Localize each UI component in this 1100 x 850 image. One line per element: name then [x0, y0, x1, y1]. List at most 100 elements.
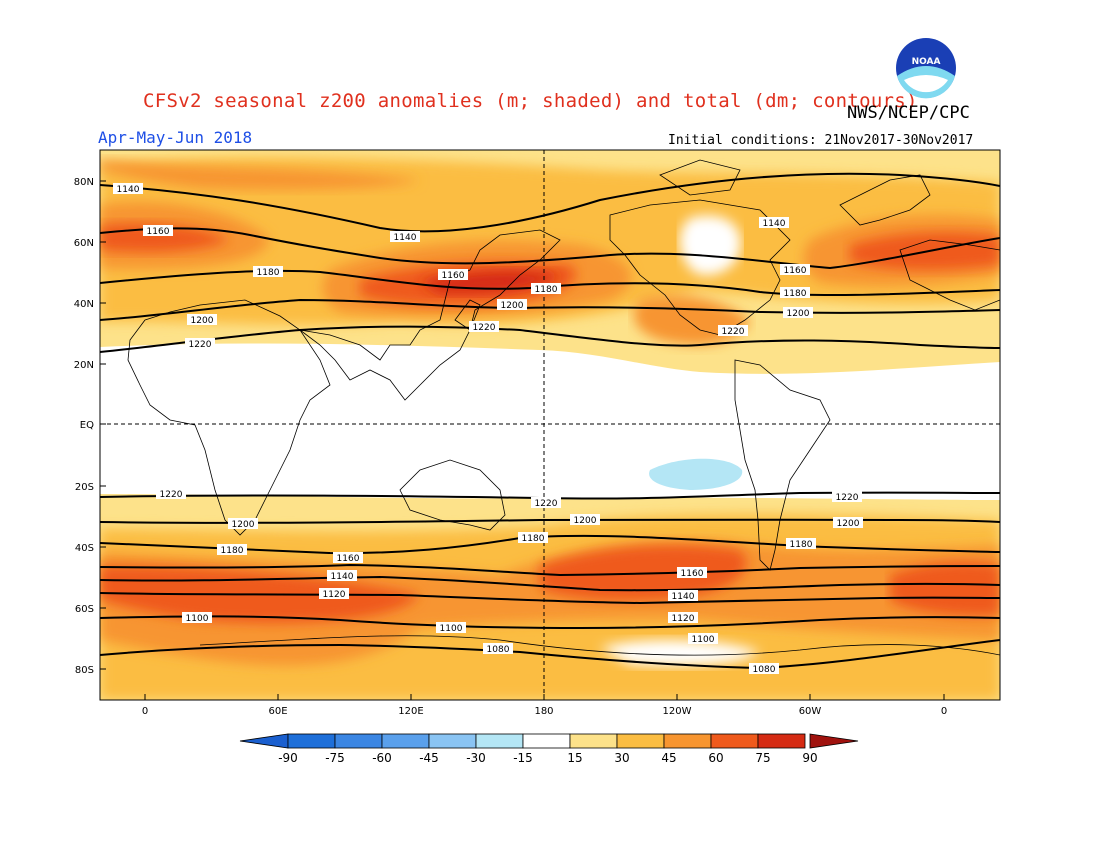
colorbar-box	[522, 733, 571, 749]
colorbar-box	[569, 733, 618, 749]
contour-label: 1140	[390, 231, 420, 243]
lon-label: 120W	[663, 706, 692, 717]
svg-text:1180: 1180	[784, 289, 807, 299]
svg-text:1160: 1160	[681, 569, 704, 579]
svg-text:1080: 1080	[487, 645, 510, 655]
svg-text:1180: 1180	[522, 534, 545, 544]
colorbar-label: -90	[278, 751, 298, 765]
svg-text:1140: 1140	[672, 592, 695, 602]
svg-text:1140: 1140	[331, 572, 354, 582]
contour-label: 1220	[185, 338, 215, 350]
anomaly-colorbar: -90 -75 -60 -45 -30 -15 15 30 45 60 75 9…	[239, 733, 859, 765]
noaa-logo-icon: NOAA	[896, 38, 956, 99]
contour-label: 1080	[483, 643, 513, 655]
svg-text:1100: 1100	[186, 614, 209, 624]
svg-text:1180: 1180	[535, 285, 558, 295]
colorbar-label: -30	[466, 751, 486, 765]
contour-label: 1140	[668, 590, 698, 602]
anomaly-shading	[100, 157, 1000, 700]
contour-label: 1200	[783, 307, 813, 319]
lat-label: 80S	[75, 665, 94, 676]
lon-label: 0	[941, 706, 947, 717]
contour-label: 1120	[319, 588, 349, 600]
colorbar-label: 90	[802, 751, 817, 765]
lon-label: 180	[534, 706, 553, 717]
colorbar-box	[287, 733, 336, 749]
svg-text:1140: 1140	[763, 219, 786, 229]
contour-label: 1100	[182, 612, 212, 624]
contour-label: 1180	[786, 538, 816, 550]
contour-label: 1220	[531, 497, 561, 509]
svg-text:1160: 1160	[784, 266, 807, 276]
lon-label: 0	[142, 706, 148, 717]
svg-text:1200: 1200	[574, 516, 597, 526]
contour-label: 1140	[759, 217, 789, 229]
svg-text:1180: 1180	[790, 540, 813, 550]
svg-text:1140: 1140	[394, 233, 417, 243]
contour-label: 1220	[718, 325, 748, 337]
lat-label: EQ	[80, 420, 94, 431]
lat-label: 40S	[75, 543, 94, 554]
contour-label: 1180	[531, 283, 561, 295]
anomaly-neutral-band	[100, 343, 1000, 500]
contour-label: 1160	[677, 567, 707, 579]
contour-label: 1160	[780, 264, 810, 276]
colorbar-label: -75	[325, 751, 345, 765]
contour-label: 1180	[780, 287, 810, 299]
svg-text:NOAA: NOAA	[912, 57, 941, 67]
svg-text:1200: 1200	[837, 519, 860, 529]
contour-label: 1200	[228, 518, 258, 530]
contour-label: 1220	[832, 491, 862, 503]
svg-text:1180: 1180	[221, 546, 244, 556]
svg-text:1160: 1160	[147, 227, 170, 237]
contour-label: 1220	[156, 488, 186, 500]
svg-text:1200: 1200	[787, 309, 810, 319]
lat-label: 40N	[74, 299, 94, 310]
svg-text:1220: 1220	[535, 499, 558, 509]
colorbar-label: 45	[661, 751, 676, 765]
colorbar-box	[757, 733, 806, 749]
latitude-axis: 80N 60N 40N 20N EQ 20S 40S 60S 80S	[74, 177, 106, 676]
svg-text:1200: 1200	[191, 316, 214, 326]
lat-label: 20S	[75, 482, 94, 493]
svg-text:1140: 1140	[117, 185, 140, 195]
contour-label: 1180	[518, 532, 548, 544]
colorbar-box	[663, 733, 712, 749]
colorbar-label: -15	[513, 751, 533, 765]
contour-label: 1220	[469, 321, 499, 333]
svg-text:1180: 1180	[257, 268, 280, 278]
svg-text:1100: 1100	[692, 635, 715, 645]
map-frame	[99, 149, 1001, 701]
initial-conditions-label: Initial conditions: 21Nov2017-30Nov2017	[668, 133, 974, 148]
colorbar-box	[381, 733, 430, 749]
svg-text:1220: 1220	[836, 493, 859, 503]
contour-label: 1100	[688, 633, 718, 645]
contour-label: 1180	[217, 544, 247, 556]
svg-text:1120: 1120	[323, 590, 346, 600]
agency-label: NWS/NCEP/CPC	[847, 103, 970, 123]
contour-label: 1200	[570, 514, 600, 526]
svg-text:1200: 1200	[232, 520, 255, 530]
svg-text:1160: 1160	[337, 554, 360, 564]
contour-label: 1160	[143, 225, 173, 237]
contour-label: 1140	[113, 183, 143, 195]
svg-text:1120: 1120	[672, 614, 695, 624]
svg-text:1200: 1200	[501, 301, 524, 311]
contour-label: 1120	[668, 612, 698, 624]
colorbar-label: -60	[372, 751, 392, 765]
contour-label: 1200	[497, 299, 527, 311]
lon-label: 60E	[268, 706, 287, 717]
colorbar-max-arrow	[809, 733, 859, 749]
svg-text:1220: 1220	[189, 340, 212, 350]
svg-text:1220: 1220	[473, 323, 496, 333]
svg-text:1220: 1220	[160, 490, 183, 500]
season-label: Apr-May-Jun 2018	[98, 128, 253, 147]
svg-text:1220: 1220	[722, 327, 745, 337]
lat-label: 60S	[75, 604, 94, 615]
longitude-axis: 0 60E 120E 180 120W 60W 0	[142, 694, 947, 717]
lon-label: 60W	[799, 706, 822, 717]
contour-label: 1180	[253, 266, 283, 278]
svg-text:1080: 1080	[753, 665, 776, 675]
lat-label: 20N	[74, 360, 94, 371]
